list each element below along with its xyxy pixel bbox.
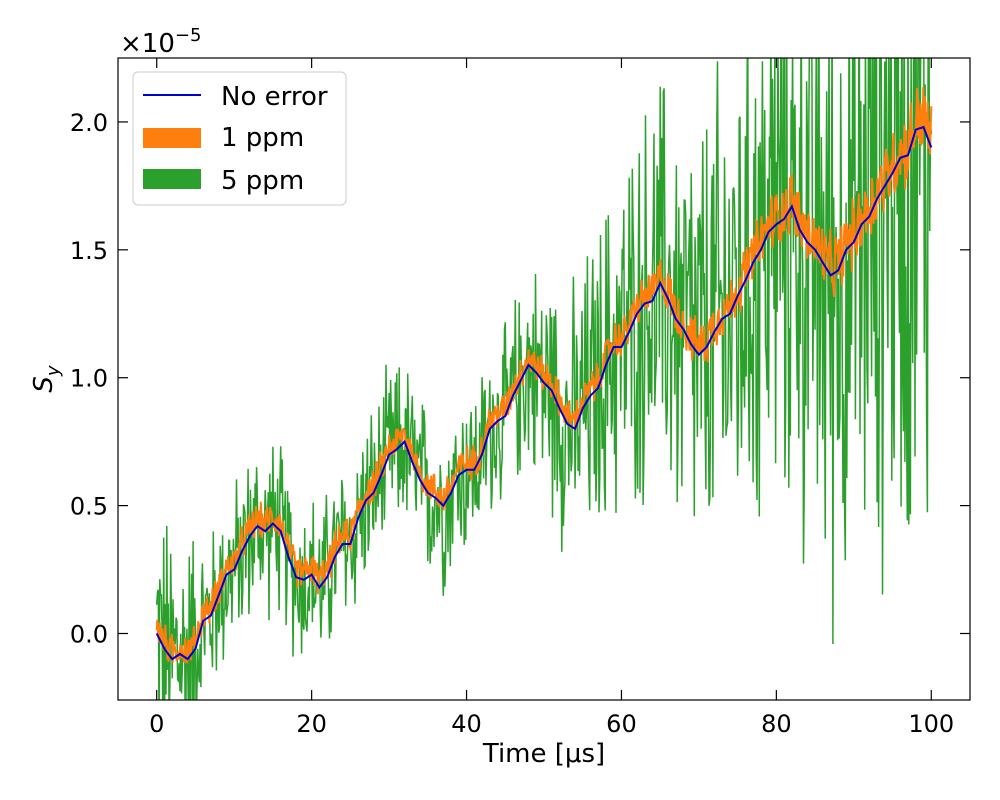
x-tick-label: 100 <box>908 710 954 738</box>
legend-5ppm-label: 5 ppm <box>221 166 304 196</box>
plot-content <box>155 58 933 700</box>
y-scale-exponent: −5 <box>175 25 202 46</box>
y-tick-label: 1.0 <box>70 365 108 393</box>
x-tick-label: 20 <box>296 710 327 738</box>
y-tick-label: 2.0 <box>70 109 108 137</box>
legend-5ppm-swatch <box>143 169 201 189</box>
x-axis-label: Time [μs] <box>482 739 605 769</box>
y-scale-base: ×10 <box>120 29 175 59</box>
x-tick-label: 60 <box>606 710 637 738</box>
legend: No error 1 ppm 5 ppm <box>132 71 347 206</box>
x-tick-label: 0 <box>149 710 164 738</box>
legend-1ppm-swatch <box>143 128 201 148</box>
series-no-error-line <box>155 125 933 661</box>
x-tick-label: 80 <box>761 710 792 738</box>
y-tick-label: 0.0 <box>70 620 108 648</box>
legend-1ppm-label: 1 ppm <box>221 123 304 153</box>
x-axis-ticks: 0 20 40 60 80 100 <box>149 58 954 738</box>
y-axis-label: Sy <box>29 365 64 393</box>
y-tick-label: 1.5 <box>70 237 108 265</box>
x-tick-label: 40 <box>451 710 482 738</box>
y-axis-label-main: S <box>29 376 59 393</box>
legend-no-error-label: No error <box>221 82 328 112</box>
series-no-error <box>155 125 933 661</box>
y-scale-factor: ×10−5 <box>120 25 201 59</box>
y-axis-ticks: 0.0 0.5 1.0 1.5 2.0 <box>70 109 970 648</box>
y-tick-label: 0.5 <box>70 493 108 521</box>
y-axis-label-subscript: y <box>43 365 64 377</box>
plot-frame <box>117 57 971 701</box>
